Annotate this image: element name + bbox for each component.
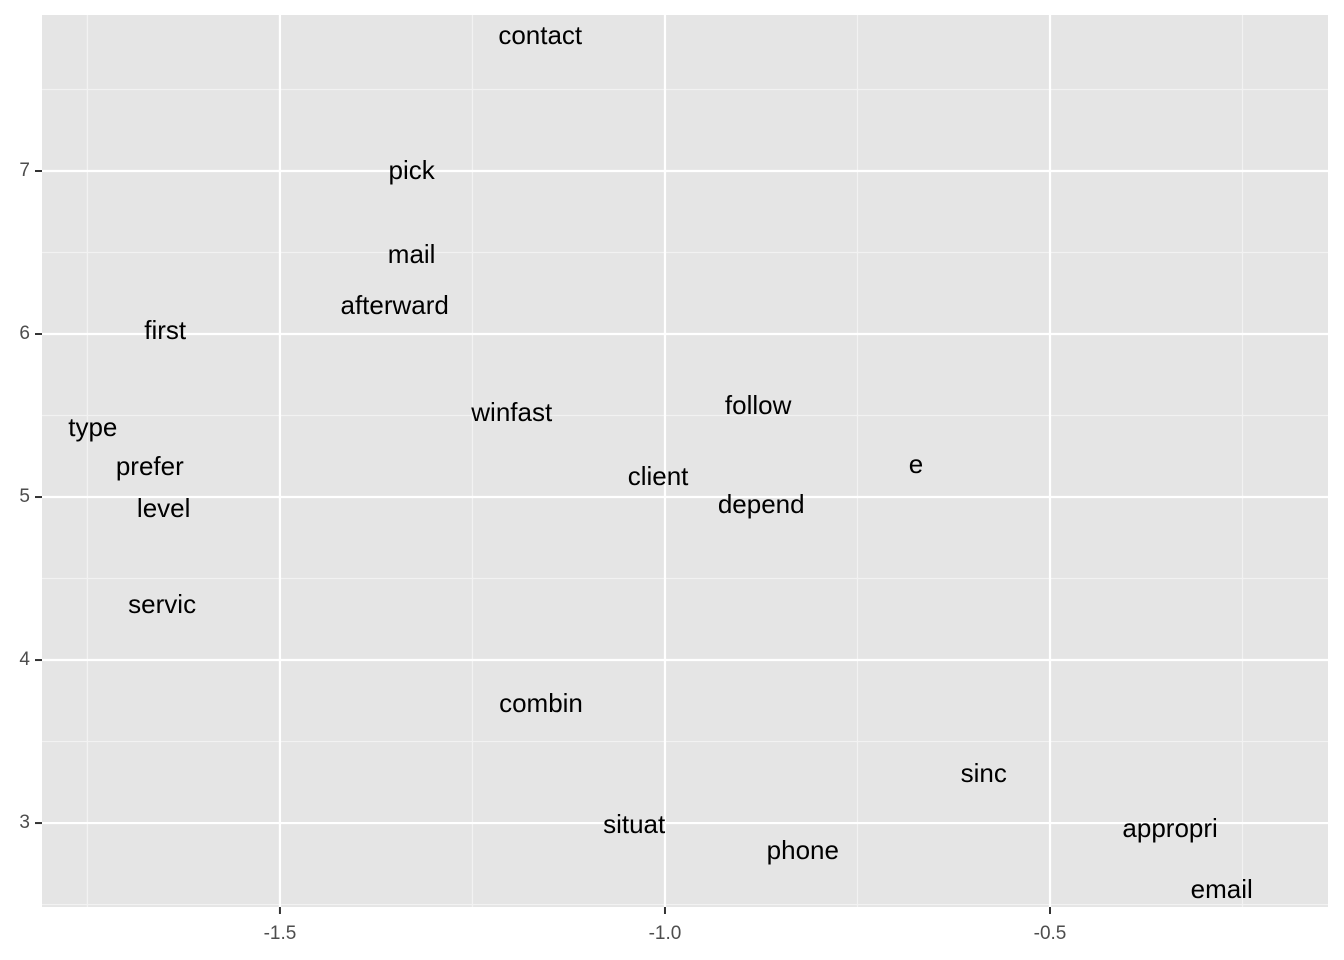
point-label: situat	[603, 809, 666, 839]
x-tick-label: -0.5	[1034, 923, 1067, 944]
x-tick-label: -1.5	[264, 923, 297, 944]
point-label: follow	[725, 390, 792, 420]
point-label: pick	[389, 155, 436, 185]
x-tick-label: -1.0	[649, 923, 682, 944]
point-label: type	[68, 412, 117, 442]
point-label: combin	[499, 688, 583, 718]
point-label: client	[628, 461, 689, 491]
point-label: depend	[718, 489, 805, 519]
point-label: winfast	[470, 397, 553, 427]
point-label: sinc	[961, 758, 1007, 788]
y-tick-label: 5	[19, 486, 30, 507]
y-tick-label: 7	[19, 160, 30, 181]
point-label: servic	[128, 589, 196, 619]
y-tick-label: 6	[19, 323, 30, 344]
panel	[42, 15, 1328, 907]
point-label: email	[1191, 874, 1253, 904]
point-label: appropri	[1122, 813, 1217, 843]
point-label: first	[144, 315, 187, 345]
point-label: contact	[498, 20, 583, 50]
y-tick-label: 3	[19, 812, 30, 833]
point-label: e	[909, 449, 923, 479]
point-label: phone	[767, 835, 839, 865]
point-label: afterward	[340, 290, 448, 320]
point-label: mail	[388, 239, 436, 269]
point-label: prefer	[116, 451, 184, 481]
y-tick-label: 4	[19, 649, 30, 670]
point-label: level	[137, 493, 190, 523]
